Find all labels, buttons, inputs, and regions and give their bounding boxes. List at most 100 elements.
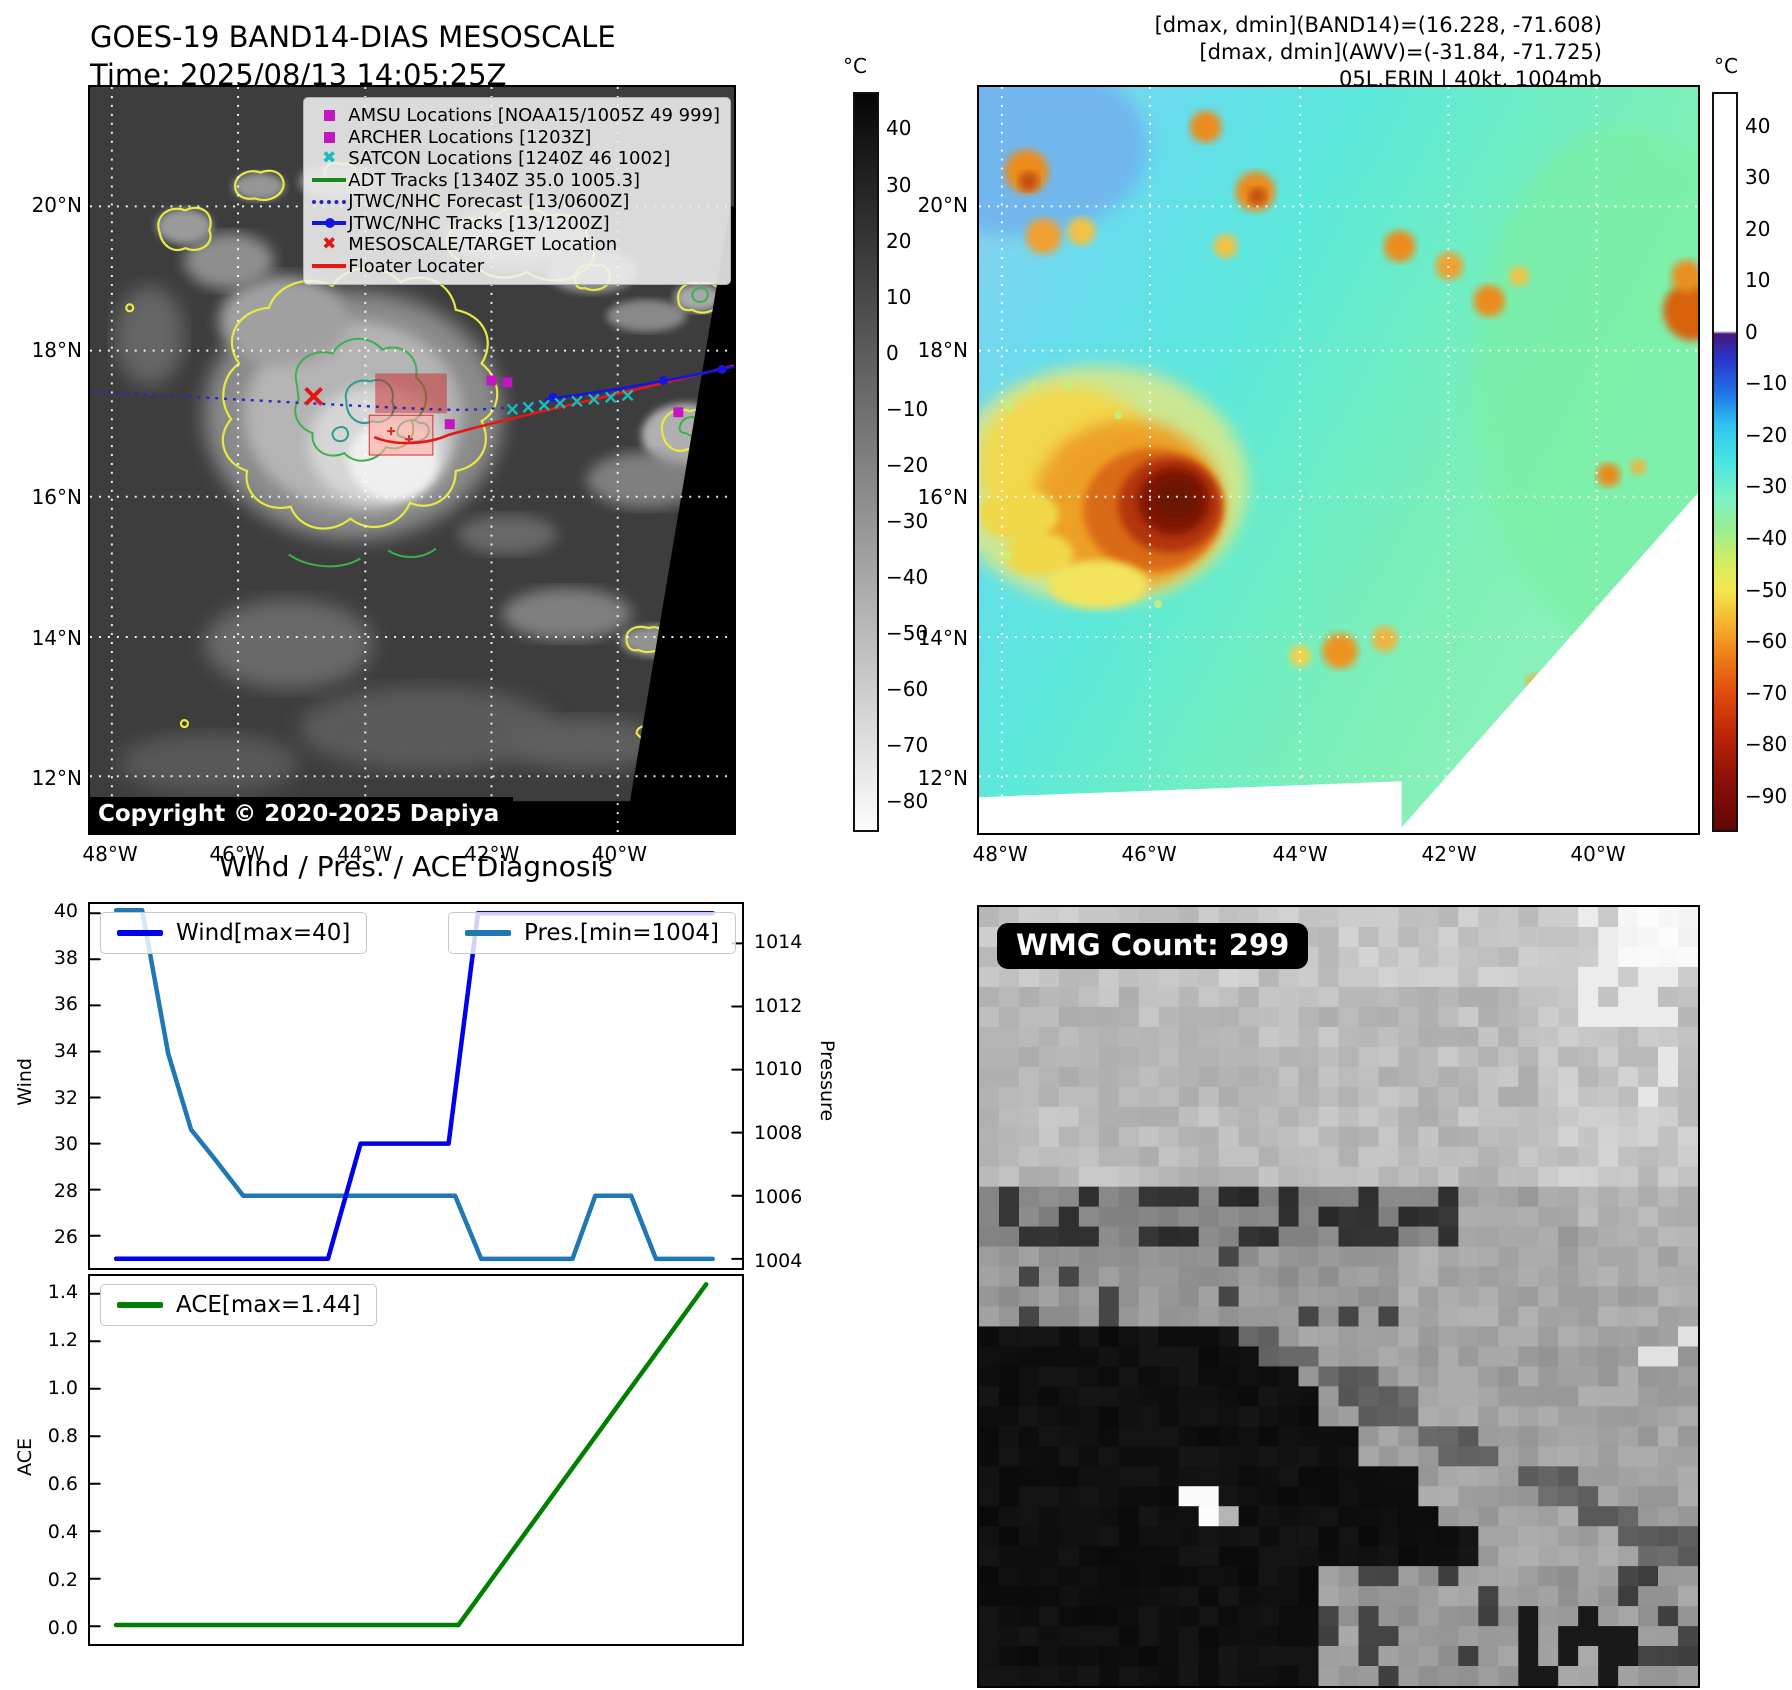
- colorbar-tick-label: 10: [886, 284, 912, 309]
- awv-colorbar-unit: °C: [1714, 54, 1738, 78]
- x-icon: ✖: [322, 148, 337, 169]
- chart-tick-label: 38: [53, 946, 78, 969]
- line-icon: [310, 178, 348, 183]
- axis-tick-label: 20°N: [31, 193, 82, 217]
- axis-tick-label: 18°N: [917, 337, 968, 362]
- wind-legend: Wind[max=40]: [100, 912, 368, 954]
- legend-item-2: ✖ SATCON Locations [1240Z 46 1002]: [310, 148, 720, 170]
- chart-tick-label: 1012: [754, 994, 803, 1017]
- colorbar-tick-label: −80: [886, 789, 929, 814]
- dmax-dmin-band14: [dmax, dmin](BAND14)=(16.228, -71.608): [1154, 13, 1602, 37]
- colorbar-tick-label: −60: [1745, 629, 1788, 654]
- pressure-legend-label: Pres.[min=1004]: [524, 920, 719, 946]
- legend-item-label: JTWC/NHC Forecast [13/0600Z]: [348, 191, 630, 213]
- axis-tick-label: 42°W: [464, 842, 520, 866]
- chart-tick-label: 1004: [754, 1249, 803, 1272]
- wmg-count-badge: WMG Count: 299: [997, 923, 1309, 969]
- ace-axis-ticks: 1.4 1.2 1.0 0.8 0.6 0.4 0.2 0.0: [30, 1274, 78, 1646]
- chart-tick-label: 28: [53, 1179, 78, 1202]
- chart-tick-label: 1014: [754, 930, 803, 953]
- axis-tick-label: 16°N: [31, 484, 82, 509]
- ace-chart: [88, 1274, 744, 1646]
- ace-legend-label: ACE[max=1.44]: [176, 1292, 361, 1318]
- legend-item-7: Floater Locater: [310, 256, 720, 278]
- chart-tick-label: 0.8: [47, 1424, 78, 1447]
- axis-tick-label: 12°N: [31, 766, 82, 790]
- band14-map-legend: AMSU Locations [NOAA15/1005Z 49 999] ARCH…: [303, 97, 731, 285]
- axis-tick-label: 46°W: [1121, 842, 1177, 866]
- colorbar-tick-label: −30: [886, 508, 929, 533]
- square-icon: [310, 110, 348, 122]
- line-icon: [310, 264, 348, 269]
- chart-tick-label: 1008: [754, 1122, 803, 1145]
- colorbar-tick-label: −10: [886, 396, 929, 421]
- axis-tick-label: 18°N: [31, 337, 82, 362]
- chart-tick-label: 1.2: [47, 1329, 78, 1351]
- band14-title-block: GOES-19 BAND14-DIAS MESOSCALE Time: 2025…: [90, 18, 616, 94]
- colorbar-tick-label: −30: [1745, 474, 1788, 499]
- legend-item-label: MESOSCALE/TARGET Location: [348, 234, 618, 256]
- colorbar-tick-label: 20: [886, 228, 912, 253]
- awv-lon-axis: 48°W 46°W 44°W 42°W 40°W: [973, 842, 1700, 868]
- target-box-marks: [387, 427, 413, 444]
- axis-tick-label: 44°W: [337, 842, 393, 866]
- axis-tick-label: 20°N: [917, 193, 968, 217]
- band14-map-panel: AMSU Locations [NOAA15/1005Z 49 999] ARCH…: [88, 85, 736, 835]
- legend-item-1: ARCHER Locations [1203Z]: [310, 127, 720, 149]
- pressure-axis-ticks: 1014 1012 1010 1008 1006 1004: [754, 902, 818, 1272]
- awv-lat-axis: 20°N 18°N 16°N 14°N 12°N: [914, 85, 968, 835]
- colorbar-tick-label: 10: [1745, 268, 1771, 293]
- legend-item-4: JTWC/NHC Forecast [13/0600Z]: [310, 191, 720, 213]
- chart-tick-label: 36: [53, 993, 78, 1016]
- wind-pressure-plot-area: [90, 904, 742, 1268]
- axis-tick-label: 14°N: [31, 625, 82, 650]
- target-sector-box: [368, 414, 434, 456]
- legend-item-label: Floater Locater: [348, 255, 485, 277]
- chart-tick-label: 1010: [754, 1058, 803, 1081]
- chart-tick-label: 32: [53, 1086, 78, 1109]
- legend-item-3: ADT Tracks [1340Z 35.0 1005.3]: [310, 170, 720, 192]
- chart-tick-label: 1006: [754, 1185, 803, 1208]
- colorbar-tick-label: −90: [1745, 783, 1788, 808]
- colorbar-tick-label: 30: [1745, 165, 1771, 190]
- chart-tick-label: 30: [53, 1133, 78, 1156]
- pressure-legend-swatch: [465, 930, 512, 936]
- page-title: GOES-19 BAND14-DIAS MESOSCALE: [90, 20, 616, 54]
- chart-tick-label: 0.0: [47, 1617, 78, 1639]
- awv-bottom-strip: [979, 781, 1402, 833]
- legend-item-label: ARCHER Locations [1203Z]: [348, 126, 592, 148]
- band14-nodata-region: [624, 206, 734, 833]
- legend-item-label: JTWC/NHC Tracks [13/1200Z]: [348, 212, 610, 234]
- ace-legend: ACE[max=1.44]: [100, 1284, 378, 1326]
- awv-convection-field: [979, 87, 1698, 694]
- awv-satellite-image: [979, 87, 1698, 833]
- pressure-legend: Pres.[min=1004]: [448, 912, 736, 954]
- colorbar-tick-label: −80: [1745, 732, 1788, 757]
- colorbar-tick-label: 0: [1745, 319, 1758, 344]
- awv-graticule: [979, 87, 1698, 833]
- axis-tick-label: 44°W: [1272, 842, 1328, 866]
- axis-tick-label: 48°W: [972, 842, 1028, 866]
- colorbar-tick-label: −40: [886, 564, 929, 589]
- colorbar-tick-label: 40: [1745, 113, 1771, 138]
- jtwc-track-line: [545, 365, 734, 401]
- track-overlays: [90, 364, 734, 445]
- ace-legend-swatch: [117, 1302, 163, 1308]
- legend-item-0: AMSU Locations [NOAA15/1005Z 49 999]: [310, 105, 720, 127]
- legend-item-label: ADT Tracks [1340Z 35.0 1005.3]: [348, 169, 641, 191]
- awv-map-panel: [977, 85, 1700, 835]
- chart-tick-label: 26: [53, 1226, 78, 1249]
- legend-item-6: ✖ MESOSCALE/TARGET Location: [310, 234, 720, 256]
- colorbar-tick-label: 20: [1745, 216, 1771, 241]
- chart-title: Wind / Pres. / ACE Diagnosis: [219, 850, 613, 883]
- chart-tick-label: 1.4: [47, 1281, 78, 1303]
- copyright-label: Copyright © 2020-2025 Dapiya: [90, 797, 514, 833]
- awv-colorbar: [1712, 92, 1738, 832]
- wmg-image-panel: WMG Count: 299: [977, 905, 1700, 1688]
- chart-tick-label: 1.0: [47, 1377, 78, 1399]
- axis-tick-label: 40°W: [591, 842, 647, 866]
- colorbar-tick-label: −50: [886, 620, 929, 645]
- axis-tick-label: 48°W: [82, 842, 138, 866]
- band14-colorbar: [853, 92, 879, 832]
